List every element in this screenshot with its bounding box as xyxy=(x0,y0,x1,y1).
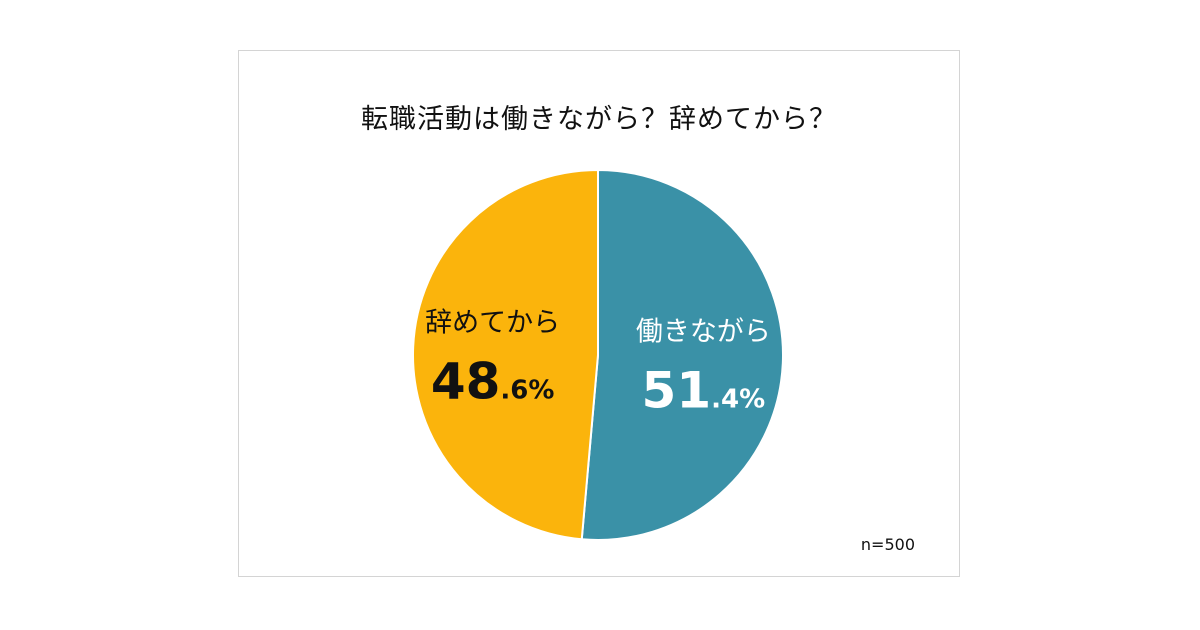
pie-chart: 働きながら 51.4% 辞めてから 48.6% xyxy=(412,168,784,541)
slice-value-0: 51.4% xyxy=(642,362,766,420)
chart-title: 転職活動は働きながら？辞めてから？ xyxy=(361,104,837,135)
chart-frame: 転職活動は働きながら？辞めてから？ 働きながら 51.4% 辞めてから 48.6% n… xyxy=(238,50,960,577)
slice-label-1: 辞めてから xyxy=(425,307,560,338)
slice-label-0: 働きながら xyxy=(636,317,771,348)
slice-value-1: 48.6% xyxy=(431,352,555,410)
sample-size-note: n=500 xyxy=(860,535,915,554)
pie-slice-1 xyxy=(412,168,599,541)
pie-slice-0 xyxy=(580,168,784,541)
